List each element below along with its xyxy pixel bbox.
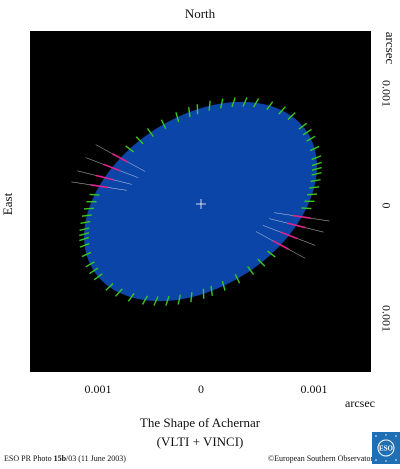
eso-logo-text: ESO — [379, 445, 394, 453]
y-tick-label-zero: 0 — [379, 186, 394, 226]
measurement-point-56 — [209, 101, 210, 111]
eso-logo-icon: ESO — [372, 432, 400, 464]
photo-credit: ESO PR Photo 15b/03 (11 June 2003) — [4, 454, 126, 463]
eso-logo: ESO — [372, 432, 400, 464]
chart-subtitle: (VLTI + VINCI) — [0, 434, 400, 450]
x-tick-label-left: 0.001 — [68, 382, 128, 397]
copyright: ©European Southern Observatory — [268, 454, 377, 463]
right-axis-unit-label: arcsec — [382, 28, 398, 68]
x-tick-label-right: 0.001 — [284, 382, 344, 397]
chart-title: The Shape of Achernar — [0, 415, 400, 431]
photo-credit-date: /03 (11 June 2003) — [66, 454, 126, 463]
y-tick-label-top: 0.001 — [379, 74, 394, 114]
measurement-point-10 — [307, 194, 317, 195]
x-tick-label-zero: 0 — [171, 382, 231, 397]
y-tick-label-bottom: 0.001 — [379, 299, 394, 339]
achernar-plot — [30, 31, 371, 372]
photo-credit-prefix: ESO PR Photo — [4, 454, 54, 463]
measurement-point-24 — [191, 292, 192, 302]
measurement-point-42 — [84, 208, 94, 209]
east-label: East — [0, 184, 16, 224]
photo-credit-number: 15b — [54, 454, 66, 463]
bottom-axis-unit-label: arcsec — [330, 396, 390, 411]
measurement-point-44 — [90, 194, 100, 195]
measurement-point-12 — [301, 208, 311, 209]
north-label: North — [0, 6, 400, 22]
